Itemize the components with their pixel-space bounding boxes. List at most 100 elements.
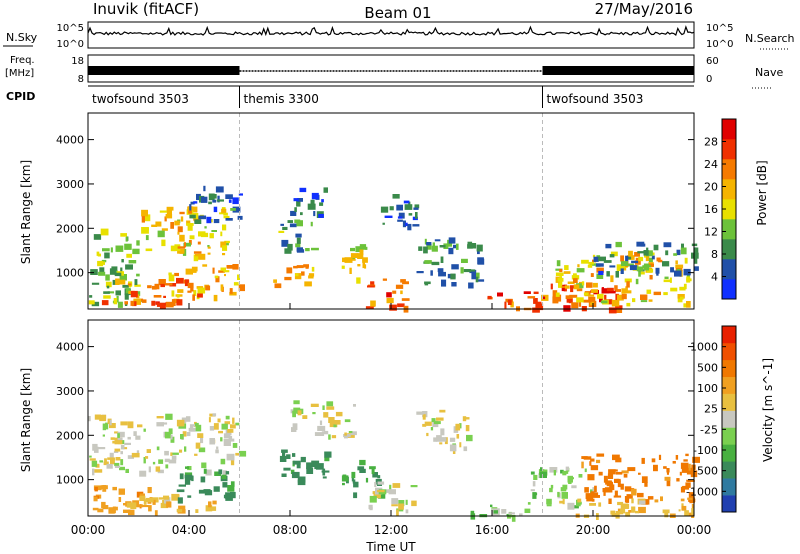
heatmap-cell — [557, 491, 560, 497]
heatmap-cell — [201, 462, 207, 469]
heatmap-cell — [570, 288, 574, 293]
heatmap-cell — [179, 234, 185, 242]
heatmap-cell — [200, 437, 204, 444]
heatmap-cell — [295, 273, 299, 277]
heatmap-cell — [230, 481, 235, 487]
heatmap-cell — [184, 446, 187, 452]
heatmap-cell — [221, 208, 227, 213]
heatmap-cell — [335, 411, 343, 417]
heatmap-cell — [207, 252, 211, 255]
colorbar-tick-label: 500 — [697, 361, 718, 374]
cpid-label: CPID — [6, 90, 35, 103]
heatmap-cell — [89, 455, 92, 458]
heatmap-cell — [197, 253, 206, 260]
heatmap-cell — [592, 254, 596, 258]
heatmap-cell — [424, 421, 432, 426]
heatmap-cell — [117, 431, 125, 438]
heatmap-cell — [133, 431, 137, 436]
heatmap-cell — [440, 256, 444, 263]
heatmap-cell — [306, 462, 312, 470]
colorbar-tick-label: 28 — [704, 136, 718, 149]
heatmap-cell — [402, 281, 409, 285]
heatmap-cell — [389, 304, 397, 311]
heatmap-cell — [347, 433, 355, 438]
heatmap-cell — [91, 282, 100, 285]
heatmap-cell — [141, 209, 148, 217]
heatmap-cell — [557, 294, 562, 302]
heatmap-cell — [193, 254, 199, 262]
heatmap-cell — [543, 296, 546, 300]
heatmap-cell — [408, 213, 413, 216]
heatmap-cell — [301, 271, 305, 276]
heatmap-cell — [166, 209, 172, 214]
heatmap-cell — [229, 288, 233, 294]
heatmap-cell — [193, 290, 197, 296]
heatmap-cell — [640, 294, 648, 300]
heatmap-cell — [156, 446, 160, 451]
heatmap-cell — [631, 260, 639, 264]
heatmap-cell — [91, 301, 100, 307]
heatmap-cell — [449, 437, 456, 442]
heatmap-cell — [178, 505, 186, 511]
heatmap-cell — [115, 245, 124, 252]
heatmap-cell — [222, 470, 227, 476]
heatmap-cell — [119, 274, 127, 281]
heatmap-cell — [359, 249, 364, 255]
heatmap-cell — [218, 469, 223, 475]
heatmap-cell — [300, 212, 303, 216]
heatmap-cell — [177, 509, 183, 513]
heatmap-cell — [546, 498, 552, 505]
heatmap-cell — [141, 227, 149, 234]
heatmap-cell — [329, 421, 338, 428]
heatmap-cell — [627, 256, 632, 260]
heatmap-cell — [456, 434, 460, 439]
heatmap-cell — [225, 194, 233, 199]
heatmap-cell — [232, 417, 235, 424]
heatmap-cell — [311, 266, 315, 272]
heatmap-cell — [319, 420, 323, 426]
heatmap-cell — [321, 199, 324, 203]
heatmap-cell — [163, 295, 166, 298]
heatmap-cell — [195, 424, 202, 432]
heatmap-cell — [598, 502, 602, 507]
heatmap-cell — [533, 474, 538, 480]
heatmap-cell — [116, 295, 119, 303]
cpid-segment-1: themis 3300 — [244, 92, 319, 106]
heatmap-cell — [283, 467, 291, 471]
heatmap-cell — [648, 299, 653, 302]
heatmap-cell — [412, 224, 420, 227]
heatmap-cell — [213, 294, 218, 302]
heatmap-cell — [627, 263, 634, 267]
heatmap-cell — [664, 512, 669, 518]
heatmap-cell — [159, 497, 165, 500]
heatmap-cell — [134, 279, 138, 285]
heatmap-cell — [310, 199, 315, 206]
heatmap-cell — [213, 194, 217, 199]
heatmap-cell — [161, 228, 168, 231]
heatmap-cell — [611, 513, 618, 517]
heatmap-cell — [104, 458, 107, 464]
heatmap-cell — [113, 298, 118, 305]
heatmap-cell — [157, 469, 164, 474]
heatmap-cell — [176, 277, 184, 284]
freq-unit-label: [MHz] — [5, 68, 34, 79]
power-heatmap-cells — [88, 185, 699, 314]
heatmap-cell — [326, 406, 335, 410]
heatmap-cell — [112, 486, 117, 491]
heatmap-cell — [350, 253, 359, 258]
heatmap-cell — [112, 440, 120, 444]
heatmap-cell — [115, 457, 121, 461]
heatmap-cell — [123, 509, 131, 513]
heatmap-cell — [216, 446, 219, 450]
heatmap-cell — [133, 298, 141, 305]
heatmap-cell — [465, 425, 470, 432]
heatmap-cell — [673, 253, 678, 256]
heatmap-cell — [112, 279, 117, 285]
heatmap-cell — [126, 253, 132, 258]
heatmap-cell — [314, 432, 323, 436]
heatmap-cell — [353, 481, 359, 488]
nsky-strip-frame — [87, 21, 695, 49]
heatmap-cell — [599, 297, 603, 303]
heatmap-cell — [121, 259, 124, 263]
heatmap-cell — [188, 270, 197, 273]
